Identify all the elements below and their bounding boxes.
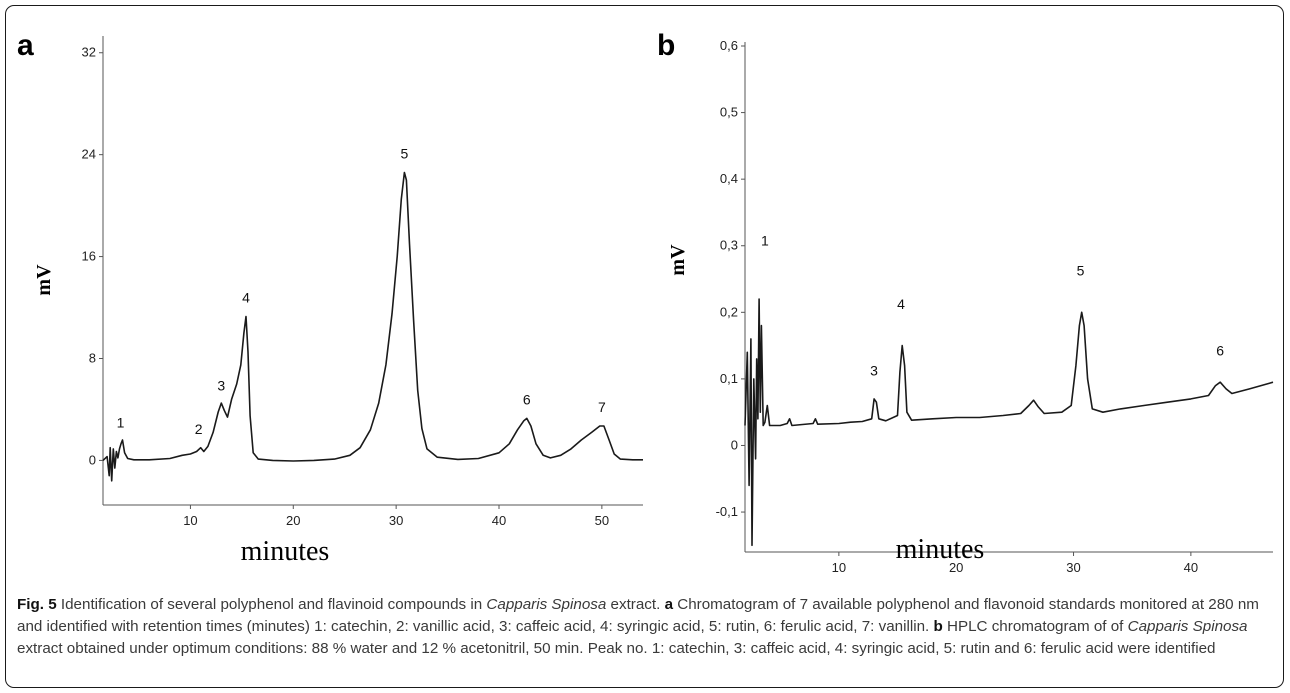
- peak-label: 6: [1216, 343, 1224, 359]
- caption-panel-b-text-end: extract obtained under optimum condition…: [17, 640, 1216, 657]
- peak-label: 4: [242, 290, 250, 306]
- y-tick-label: 0: [731, 437, 738, 452]
- x-tick-label: 40: [1184, 560, 1198, 575]
- peak-label: 1: [117, 414, 125, 430]
- y-tick-label: 0,6: [720, 38, 738, 53]
- panel-letter-b: b: [657, 29, 675, 62]
- peak-label: 5: [1077, 263, 1085, 279]
- peak-label: 1: [761, 233, 769, 249]
- chromatogram-trace: [744, 298, 1274, 547]
- y-tick-label: 24: [82, 147, 96, 162]
- y-tick-label: 0,3: [720, 238, 738, 253]
- y-tick-label: 16: [82, 249, 96, 264]
- y-tick-label: 32: [82, 45, 96, 60]
- y-axis-label: mV: [667, 244, 689, 276]
- y-tick-label: 0,2: [720, 304, 738, 319]
- y-tick-label: 0,4: [720, 171, 738, 186]
- panel-letter-a: a: [17, 29, 34, 62]
- x-tick-label: 10: [183, 513, 197, 528]
- x-axis-label: minutes: [241, 536, 330, 567]
- caption-intro-end: extract.: [606, 596, 665, 613]
- caption-panel-b-text: HPLC chromatogram of of: [942, 618, 1128, 635]
- x-tick-label: 10: [832, 560, 846, 575]
- chromatogram-trace: [102, 171, 643, 482]
- peak-label: 3: [217, 378, 225, 394]
- y-tick-label: 0: [89, 452, 96, 467]
- y-tick-label: -0,1: [716, 504, 738, 519]
- x-tick-label: 40: [492, 513, 506, 528]
- peak-label: 2: [195, 421, 203, 437]
- caption-panel-b-label: b: [933, 618, 943, 635]
- x-tick-label: 20: [286, 513, 300, 528]
- x-tick-label: 50: [595, 513, 609, 528]
- peak-label: 6: [523, 392, 531, 408]
- x-tick-label: 30: [1066, 560, 1080, 575]
- y-tick-label: 8: [89, 350, 96, 365]
- figure-caption: Fig. 5 Identification of several polyphe…: [17, 594, 1279, 660]
- peak-label: 7: [598, 399, 606, 415]
- peak-label: 4: [897, 296, 905, 312]
- caption-panel-a-label: a: [664, 596, 674, 613]
- figure-frame: [5, 5, 1284, 688]
- x-axis-label: minutes: [896, 534, 985, 565]
- y-tick-label: 0,1: [720, 371, 738, 386]
- peak-label: 3: [870, 363, 878, 379]
- caption-panel-a-text: Chromatogram of 7 available polyphenol a…: [17, 596, 1259, 635]
- y-axis-label: mV: [33, 264, 55, 296]
- x-tick-label: 30: [389, 513, 403, 528]
- peak-label: 5: [400, 146, 408, 162]
- caption-species: Capparis Spinosa: [486, 596, 607, 613]
- caption-fig-number: Fig. 5: [17, 596, 57, 613]
- caption-species-b: Capparis Spinosa: [1127, 618, 1248, 635]
- y-tick-label: 0,5: [720, 105, 738, 120]
- caption-intro: Identification of several polyphenol and…: [56, 596, 487, 613]
- x-tick-label: 20: [949, 560, 963, 575]
